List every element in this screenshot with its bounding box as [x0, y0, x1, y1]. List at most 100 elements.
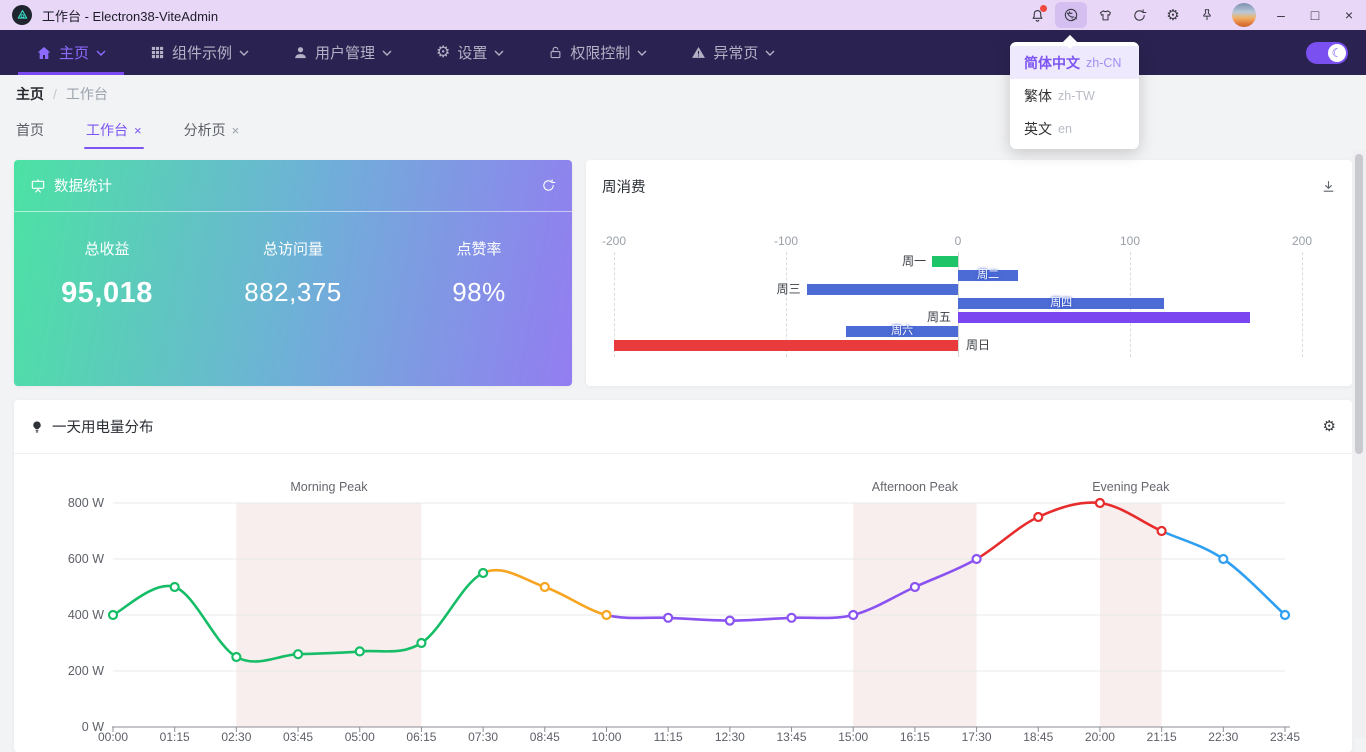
x-axis-label: 21:15	[1147, 730, 1177, 744]
x-axis-label: 07:30	[468, 730, 498, 744]
data-point-10:00[interactable]	[601, 609, 612, 621]
minimize-button[interactable]: –	[1277, 7, 1285, 23]
main-navbar: 主页 组件示例 用户管理 ⚙ 设置 权限控制 异常页 ☾	[0, 30, 1366, 75]
stats-body: 总收益 95,018 总访问量 882,375 点赞率 98%	[14, 212, 572, 310]
x-axis-label: 01:15	[160, 730, 190, 744]
data-point-13:45[interactable]	[786, 612, 797, 623]
bar-周二[interactable]	[958, 270, 1019, 281]
bar-周五[interactable]	[958, 312, 1251, 323]
x-axis-label: 13:45	[777, 730, 807, 744]
data-point-03:45[interactable]	[292, 649, 304, 660]
x-axis-label: 00:00	[98, 730, 128, 744]
data-point-18:45[interactable]	[1033, 511, 1044, 523]
x-axis-label: 20:00	[1085, 730, 1115, 744]
refresh-icon[interactable]	[541, 178, 556, 193]
nav-item-permissions[interactable]: 权限控制	[526, 30, 669, 75]
lang-label: 英文	[1024, 120, 1052, 137]
data-point-23:45[interactable]	[1279, 609, 1291, 621]
tab-analysis[interactable]: 分析页 ×	[184, 120, 240, 140]
nav-item-label: 用户管理	[315, 45, 376, 62]
data-point-20:00[interactable]	[1094, 497, 1106, 509]
user-icon	[295, 47, 306, 59]
download-icon[interactable]	[1321, 179, 1336, 194]
nav-item-label: 设置	[457, 45, 488, 62]
titlebar: 工作台 - Electron38-ViteAdmin En ⚙ – □ ×	[0, 0, 1366, 30]
stats-card: 数据统计 总收益 95,018 总访问量 882,375 点赞率 98%	[14, 160, 572, 386]
tab-workbench[interactable]: 工作台 ×	[84, 120, 144, 149]
x-axis-label: 12:30	[715, 730, 745, 744]
tab-home[interactable]: 首页	[16, 120, 44, 140]
stat-value: 95,018	[61, 277, 153, 309]
data-point-16:15[interactable]	[909, 581, 920, 593]
dark-mode-toggle[interactable]: ☾	[1306, 41, 1348, 64]
grid-line	[1302, 252, 1303, 357]
data-point-17:30[interactable]	[971, 553, 982, 565]
power-distribution-card: 一天用电量分布 ⚙ Morning Peak Afternoon Peak Even…	[14, 400, 1352, 752]
data-point-21:15[interactable]	[1156, 525, 1167, 537]
pin-icon[interactable]	[1191, 2, 1223, 28]
y-axis-label: 600 W	[68, 552, 104, 566]
data-point-15:00[interactable]	[848, 609, 859, 621]
grid-line	[786, 252, 787, 357]
data-point-05:00[interactable]	[354, 646, 365, 657]
refresh-icon[interactable]	[1123, 2, 1155, 28]
bar-周一[interactable]	[932, 256, 958, 267]
moon-icon: ☾	[1328, 43, 1346, 62]
mark-area-label: Evening Peak	[1092, 480, 1170, 494]
bar-周日[interactable]	[614, 340, 958, 351]
data-point-06:15[interactable]	[416, 637, 427, 649]
warning-icon	[692, 47, 706, 58]
nav-item-error-pages[interactable]: 异常页	[669, 30, 797, 75]
data-point-01:15[interactable]	[169, 581, 180, 593]
line-segment	[975, 501, 1163, 561]
home-icon	[37, 46, 51, 59]
lang-item-zh-tw[interactable]: 繁体 zh-TW	[1010, 79, 1139, 112]
data-point-02:30[interactable]	[231, 651, 242, 663]
svg-text:En: En	[1071, 15, 1077, 20]
lang-item-zh-cn[interactable]: 简体中文 zh-CN	[1010, 46, 1139, 79]
data-point-12:30[interactable]	[724, 615, 735, 626]
theme-shirt-icon[interactable]	[1089, 2, 1121, 28]
settings-gear-icon[interactable]: ⚙	[1166, 6, 1180, 24]
nav-item-label: 组件示例	[172, 45, 233, 62]
gear-icon[interactable]: ⚙	[1322, 418, 1336, 435]
stat-visits: 总访问量 882,375	[200, 238, 386, 310]
tab-close-icon[interactable]: ×	[231, 122, 240, 138]
bar-周三[interactable]	[806, 284, 958, 295]
nav-item-home[interactable]: 主页	[14, 30, 128, 75]
nav-item-settings[interactable]: ⚙ 设置	[414, 30, 526, 75]
bar-label: 周五	[926, 310, 951, 324]
bulb-icon	[33, 420, 41, 432]
x-axis-label: 16:15	[900, 730, 930, 744]
stats-card-title: 数据统计	[54, 179, 112, 195]
y-axis-label: 800 W	[68, 496, 104, 510]
notification-bell-icon[interactable]	[1021, 2, 1053, 28]
data-point-07:30[interactable]	[478, 567, 489, 579]
breadcrumb-root[interactable]: 主页	[16, 86, 44, 102]
data-point-22:30[interactable]	[1218, 553, 1229, 565]
stat-likes: 点赞率 98%	[386, 238, 572, 310]
user-avatar[interactable]	[1232, 3, 1256, 27]
nav-item-users[interactable]: 用户管理	[271, 30, 414, 75]
bar-周四[interactable]	[958, 298, 1165, 309]
data-point-11:15[interactable]	[663, 612, 674, 623]
tab-label: 分析页	[183, 122, 226, 138]
data-point-08:45[interactable]	[539, 581, 550, 593]
tab-close-icon[interactable]: ×	[134, 122, 142, 138]
scrollbar-thumb[interactable]	[1355, 154, 1363, 454]
x-axis-label: 23:45	[1270, 730, 1300, 744]
bar-label: 周六	[891, 325, 914, 337]
bar-周六[interactable]	[846, 326, 958, 337]
stats-card-header: 数据统计	[14, 160, 572, 212]
stat-value: 882,375	[244, 277, 342, 307]
nav-item-components[interactable]: 组件示例	[128, 30, 271, 75]
y-axis-label: 200 W	[68, 664, 104, 678]
chevron-down-icon	[494, 50, 504, 56]
x-axis-label: 02:30	[221, 730, 251, 744]
week-card-title: 周消费	[602, 179, 646, 196]
lang-item-en[interactable]: 英文 en	[1010, 112, 1139, 145]
close-button[interactable]: ×	[1344, 7, 1354, 23]
data-point-00:00[interactable]	[107, 609, 119, 621]
maximize-button[interactable]: □	[1310, 7, 1320, 23]
translate-icon[interactable]: En	[1055, 2, 1087, 28]
